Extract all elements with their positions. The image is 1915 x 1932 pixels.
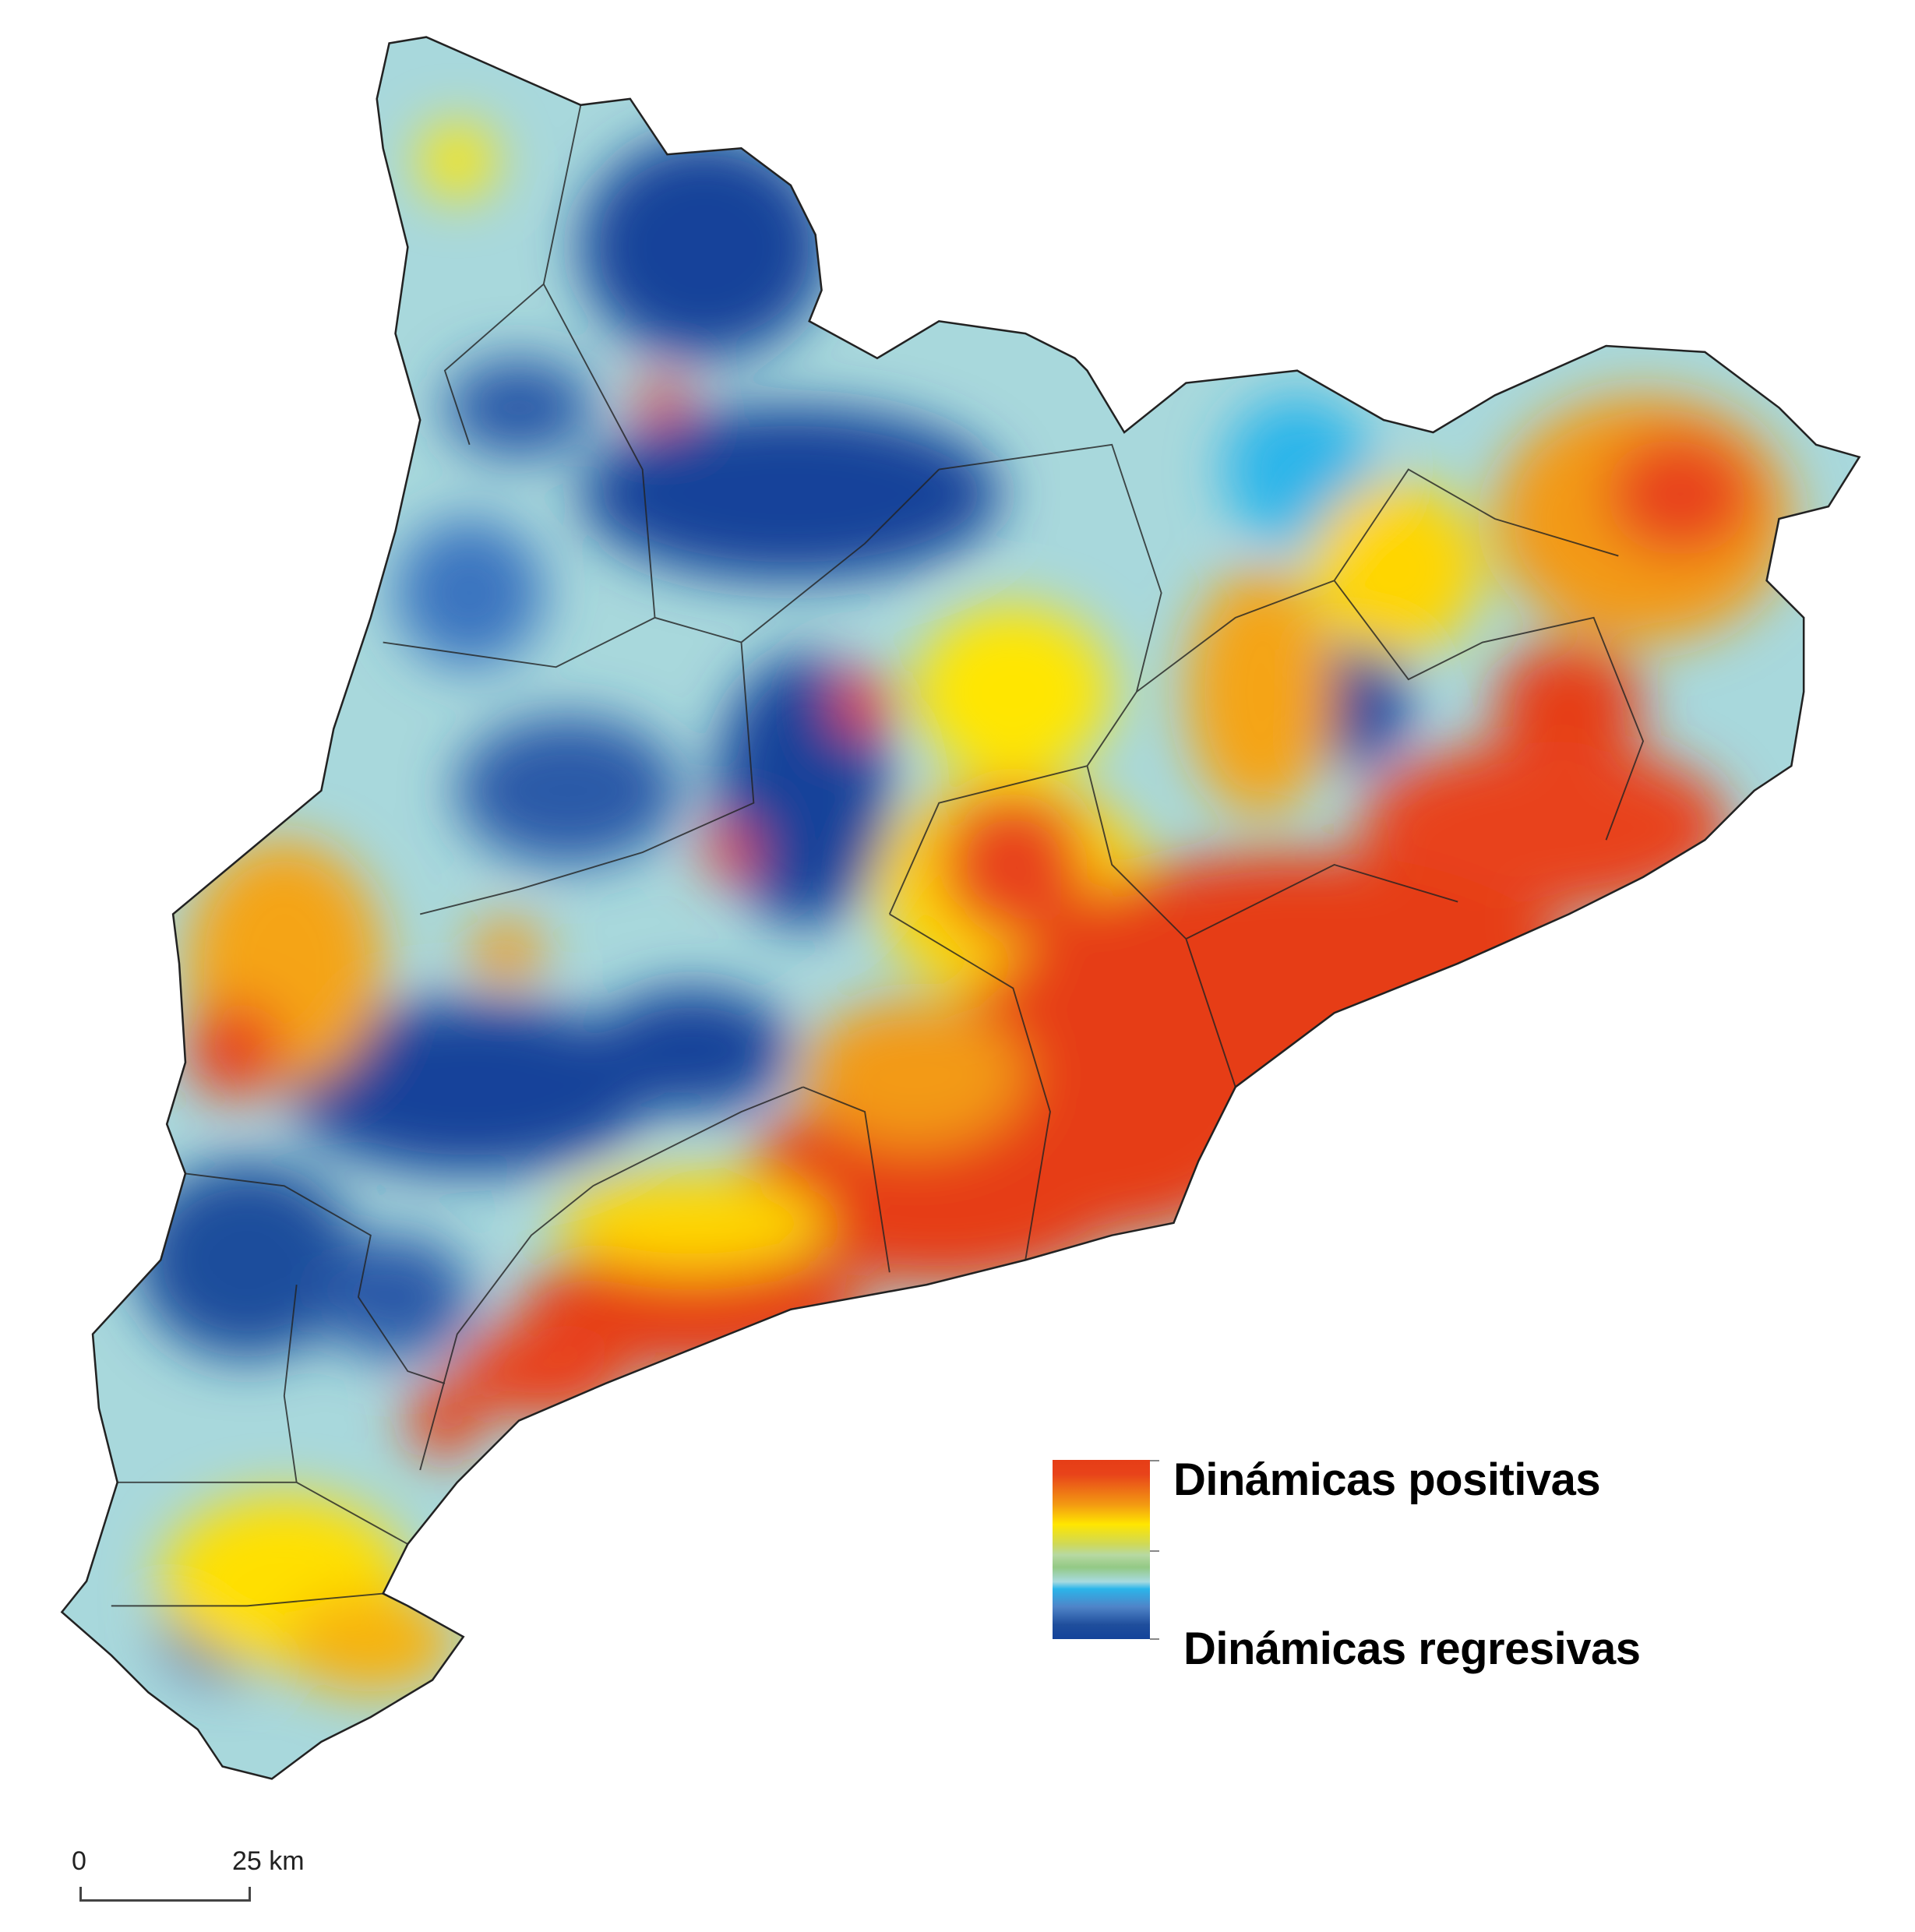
legend-label-positive: Dinámicas positivas	[1173, 1454, 1601, 1505]
heat-surface	[136, 123, 1792, 1693]
scale-start-label: 0	[72, 1846, 86, 1876]
legend-tick-middle	[1150, 1550, 1159, 1552]
legend-color-ramp	[1053, 1460, 1150, 1639]
legend-tick-top	[1150, 1460, 1159, 1461]
legend-tick-bottom	[1150, 1638, 1159, 1640]
legend-label-regressive: Dinámicas regresivas	[1183, 1624, 1641, 1674]
scale-bar	[79, 1887, 251, 1902]
comarca-boundaries	[111, 104, 1645, 1607]
scale-end-label: 25 km	[232, 1846, 305, 1876]
